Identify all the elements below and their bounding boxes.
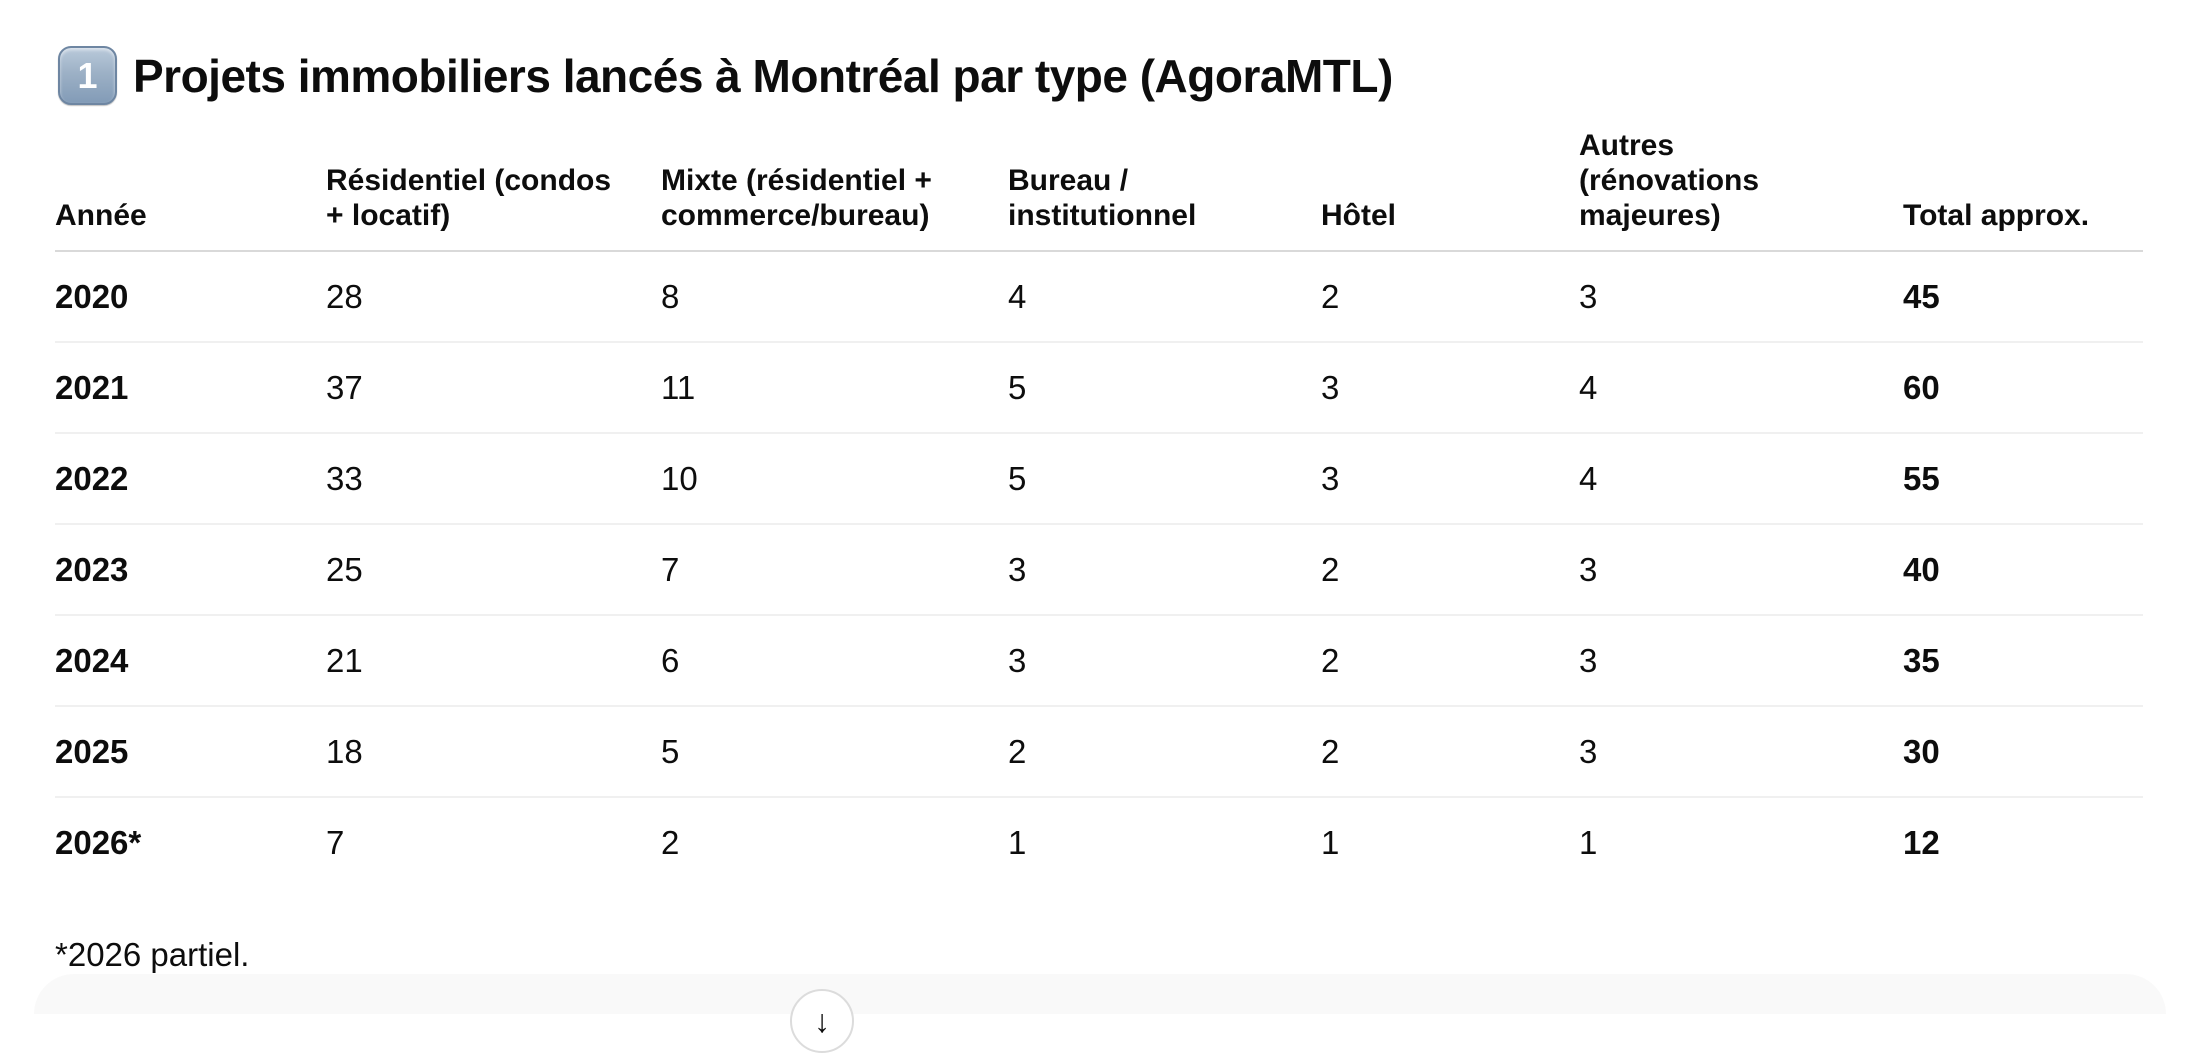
- cell-autres: 4: [1579, 433, 1903, 525]
- cell-hotel: 3: [1321, 433, 1579, 525]
- cell-residentiel: 25: [326, 524, 661, 616]
- cell-total: 30: [1903, 706, 2143, 798]
- cell-year: 2020: [55, 251, 326, 343]
- column-header-residentiel: Résidentiel (condos + locatif): [326, 128, 661, 252]
- cell-total: 60: [1903, 342, 2143, 434]
- cell-hotel: 2: [1321, 251, 1579, 343]
- cell-total: 55: [1903, 433, 2143, 525]
- cell-hotel: 2: [1321, 706, 1579, 798]
- chat-page: { "title": { "keycap_digit": "1", "text"…: [55, 46, 2143, 1053]
- cell-mixte: 11: [661, 342, 1008, 434]
- cell-autres: 3: [1579, 706, 1903, 798]
- table-row-2022: 2022 33 10 5 3 4 55: [55, 433, 2143, 525]
- cell-mixte: 6: [661, 615, 1008, 707]
- cell-autres: 4: [1579, 342, 1903, 434]
- cell-bureau: 2: [1008, 706, 1321, 798]
- cell-year: 2022: [55, 433, 326, 525]
- cell-year: 2024: [55, 615, 326, 707]
- page-title-text: Projets immobiliers lancés à Montréal pa…: [133, 49, 1393, 102]
- cell-year: 2023: [55, 524, 326, 616]
- table-row-2023: 2023 25 7 3 2 3 40: [55, 524, 2143, 616]
- cell-autres: 3: [1579, 524, 1903, 616]
- cell-hotel: 2: [1321, 615, 1579, 707]
- column-header-hotel: Hôtel: [1321, 128, 1579, 252]
- cell-hotel: 2: [1321, 524, 1579, 616]
- scroll-to-bottom-button[interactable]: ↓: [790, 989, 854, 1053]
- cell-bureau: 3: [1008, 615, 1321, 707]
- cell-year: 2026*: [55, 823, 142, 861]
- cell-mixte: 10: [661, 433, 1008, 525]
- table-row-2024: 2024 21 6 3 2 3 35: [55, 615, 2143, 707]
- cell-residentiel: 33: [326, 433, 661, 525]
- cell-bureau: 4: [1008, 251, 1321, 343]
- cell-residentiel: 28: [326, 251, 661, 343]
- page-title: 1 Projets immobiliers lancés à Montréal …: [58, 46, 1393, 105]
- cell-bureau: 5: [1008, 342, 1321, 434]
- cell-total: 40: [1903, 524, 2143, 616]
- cell-hotel: 3: [1321, 342, 1579, 434]
- table-row-2020: 2020 28 8 4 2 3 45: [55, 251, 2143, 343]
- keycap-1-emoji-icon: 1: [58, 46, 117, 105]
- table-header: Année Résidentiel (condos + locatif) Mix…: [55, 128, 2143, 252]
- column-header-autres: Autres (rénovations majeures): [1579, 128, 1903, 252]
- cell-year: 2025: [55, 706, 326, 798]
- table-footnote: *2026 partiel.: [55, 936, 250, 973]
- cell-bureau: 1: [1008, 823, 1027, 861]
- table-row-2021: 2021 37 11 5 3 4 60: [55, 342, 2143, 434]
- cell-total: 45: [1903, 251, 2143, 343]
- message-input-area[interactable]: [34, 974, 2166, 1014]
- cell-bureau: 5: [1008, 433, 1321, 525]
- cell-mixte: 2: [661, 823, 680, 861]
- column-header-mixte: Mixte (résidentiel + commerce/bureau): [661, 128, 1008, 252]
- cell-hotel: 1: [1321, 823, 1340, 861]
- cell-bureau: 3: [1008, 524, 1321, 616]
- cell-total: 12: [1903, 823, 1940, 861]
- cell-autres: 1: [1579, 823, 1598, 861]
- table-row-2025: 2025 18 5 2 2 3 30: [55, 706, 2143, 798]
- cell-mixte: 8: [661, 251, 1008, 343]
- cell-autres: 3: [1579, 615, 1903, 707]
- cell-residentiel: 37: [326, 342, 661, 434]
- cell-mixte: 7: [661, 524, 1008, 616]
- cell-year: 2021: [55, 342, 326, 434]
- cell-autres: 3: [1579, 251, 1903, 343]
- table-body: 2020 28 8 4 2 3 45 2021 37 11 5 3 4 60 2…: [55, 251, 2143, 887]
- table-row-2026: 2026* 7 2 1 1 1 12: [55, 797, 2143, 887]
- column-header-bureau: Bureau / institutionnel: [1008, 128, 1321, 252]
- cell-mixte: 5: [661, 706, 1008, 798]
- cell-residentiel: 18: [326, 706, 661, 798]
- column-header-annee: Année: [55, 128, 326, 252]
- projects-table: Année Résidentiel (condos + locatif) Mix…: [55, 128, 2143, 887]
- cell-total: 35: [1903, 615, 2143, 707]
- cell-residentiel: 21: [326, 615, 661, 707]
- column-header-total: Total approx.: [1903, 128, 2143, 252]
- header-row: Année Résidentiel (condos + locatif) Mix…: [55, 128, 2143, 252]
- cell-residentiel: 7: [326, 823, 345, 861]
